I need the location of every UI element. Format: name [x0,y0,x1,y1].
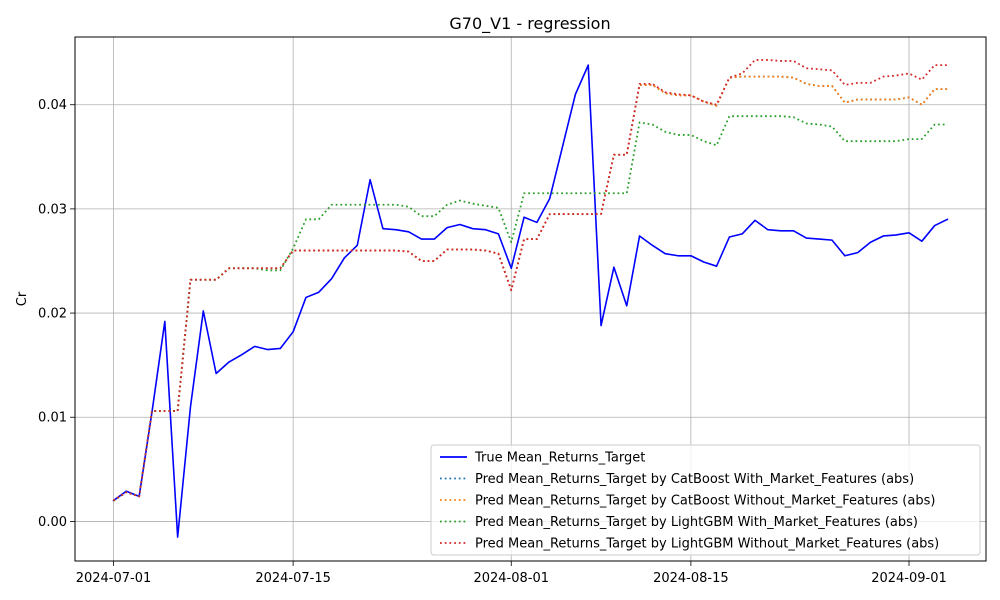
legend-label: True Mean_Returns_Target [474,451,645,466]
x-tick-label: 2024-09-01 [871,571,947,586]
chart-title: G70_V1 - regression [449,14,610,34]
x-tick-label: 2024-08-01 [473,571,549,586]
plot-area [112,59,949,538]
series-line-5 [112,59,948,502]
x-axis: 2024-07-01 2024-07-15 2024-08-01 2024-08-15… [76,561,947,586]
x-tick-label: 2024-08-15 [653,571,729,586]
legend-label: Pred Mean_Returns_Target by CatBoost Wit… [475,494,935,509]
y-tick-label: 0.01 [38,411,67,426]
y-tick-label: 0.04 [38,98,67,113]
y-axis-label: Cr [15,291,30,306]
plot-frame [74,36,987,562]
x-tick-label: 2024-07-01 [76,571,152,586]
legend-label: Pred Mean_Returns_Target by CatBoost Wit… [475,472,914,487]
series-line-1 [112,64,949,538]
legend-label: Pred Mean_Returns_Target by LightGBM Wit… [475,537,939,552]
x-tick-label: 2024-07-15 [255,571,331,586]
y-tick-label: 0.00 [38,515,67,530]
legend-label: Pred Mean_Returns_Target by LightGBM Wit… [475,515,918,530]
y-axis: 0.00 0.01 0.02 0.03 0.04 [38,98,75,530]
y-tick-label: 0.02 [38,307,67,322]
legend-box [430,444,981,556]
legend: True Mean_Returns_Target Pred Mean_Return… [430,444,981,556]
y-tick-label: 0.03 [38,202,67,217]
